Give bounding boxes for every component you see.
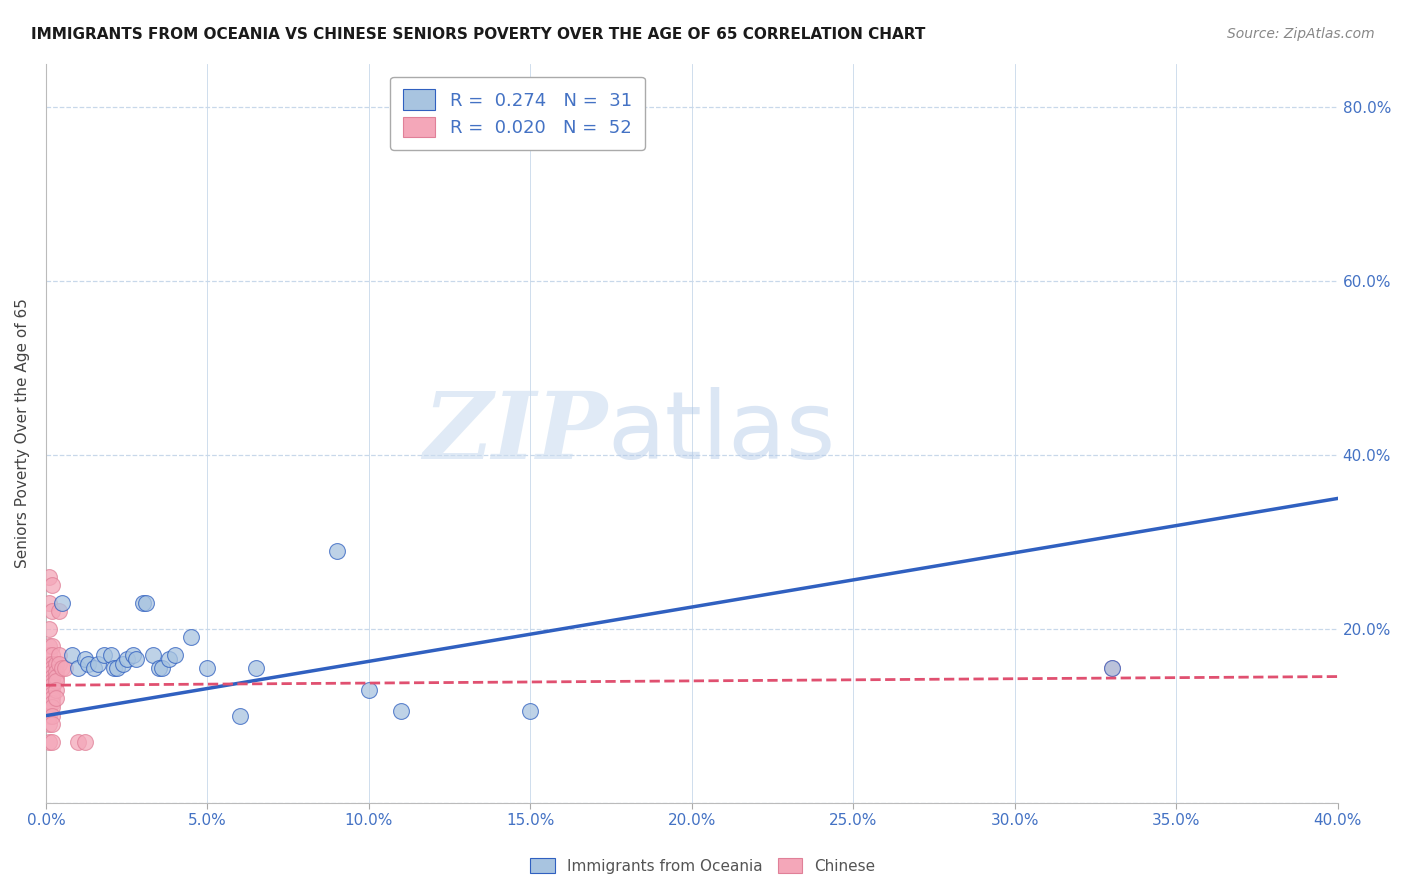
Point [112,657,135,671]
Point [41,696,63,710]
Point [41,691,63,706]
Point [51,661,73,675]
Point [60,648,83,662]
Point [38,669,60,683]
Point [122,648,145,662]
Point [38,673,60,688]
Point [45,691,67,706]
Point [41,678,63,692]
Point [38,691,60,706]
Point [41,708,63,723]
Point [48,648,70,662]
Point [41,604,63,618]
Legend: Immigrants from Oceania, Chinese: Immigrants from Oceania, Chinese [524,852,882,880]
Point [125,652,148,666]
Point [41,700,63,714]
Point [73,735,96,749]
Point [38,704,60,718]
Point [67,735,90,749]
Point [38,687,60,701]
Point [141,648,163,662]
Point [245,661,267,675]
Point [45,669,67,683]
Text: ZIP: ZIP [423,388,607,478]
Point [1101,661,1123,675]
Point [389,704,412,718]
Point [38,661,60,675]
Point [41,661,63,675]
Point [41,669,63,683]
Point [93,648,115,662]
Point [197,661,219,675]
Point [38,696,60,710]
Point [41,673,63,688]
Point [38,648,60,662]
Point [45,665,67,680]
Point [38,665,60,680]
Point [41,687,63,701]
Point [103,661,125,675]
Point [48,657,70,671]
Point [45,673,67,688]
Point [41,665,63,680]
Point [77,657,100,671]
Point [157,652,180,666]
Point [67,661,90,675]
Point [41,578,63,592]
Point [41,682,63,697]
Point [115,652,138,666]
Point [228,708,250,723]
Point [53,661,76,675]
Point [83,661,105,675]
Point [135,596,157,610]
Point [165,648,187,662]
Point [357,682,380,697]
Point [100,648,122,662]
Point [38,622,60,636]
Point [51,596,73,610]
Legend: R =  0.274   N =  31, R =  0.020   N =  52: R = 0.274 N = 31, R = 0.020 N = 52 [391,77,644,150]
Point [325,543,347,558]
Text: atlas: atlas [607,387,837,479]
Point [41,735,63,749]
Point [45,682,67,697]
Text: IMMIGRANTS FROM OCEANIA VS CHINESE SENIORS POVERTY OVER THE AGE OF 65 CORRELATIO: IMMIGRANTS FROM OCEANIA VS CHINESE SENIO… [31,27,925,42]
Point [38,639,60,653]
Point [38,700,60,714]
Point [41,648,63,662]
Point [519,704,541,718]
Point [150,661,173,675]
Point [41,657,63,671]
Text: Source: ZipAtlas.com: Source: ZipAtlas.com [1227,27,1375,41]
Point [132,596,155,610]
Point [38,708,60,723]
Point [41,717,63,731]
Point [73,652,96,666]
Point [180,631,202,645]
Point [38,657,60,671]
Point [48,604,70,618]
Point [38,678,60,692]
Y-axis label: Seniors Poverty Over the Age of 65: Seniors Poverty Over the Age of 65 [15,298,30,568]
Point [41,639,63,653]
Point [38,735,60,749]
Point [38,596,60,610]
Point [86,657,108,671]
Point [38,569,60,583]
Point [45,657,67,671]
Point [1101,661,1123,675]
Point [38,717,60,731]
Point [105,661,128,675]
Point [148,661,170,675]
Point [38,682,60,697]
